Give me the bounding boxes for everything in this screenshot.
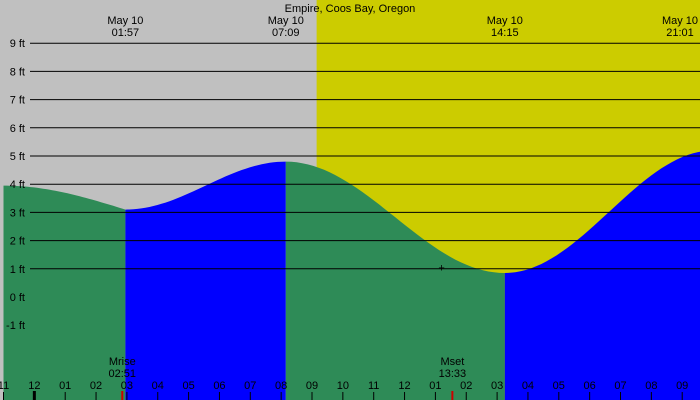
y-tick-label: 7 ft <box>10 95 25 107</box>
midnight-marker <box>32 391 36 400</box>
y-tick-label: 9 ft <box>10 38 25 50</box>
x-tick-label: 07 <box>614 380 626 392</box>
x-tick-label: 09 <box>306 380 318 392</box>
current-time-cross: + <box>438 262 444 274</box>
current-time-marker: + <box>438 262 444 274</box>
moon-event-label: Mset <box>440 356 464 368</box>
x-tick-label: 01 <box>429 380 441 392</box>
extreme-date-label: May 10 <box>268 15 304 27</box>
hour-axis: 11 12 01 02 03 04 05 06 07 08 09 10 11 12 01 02 03 04 05 06… <box>0 380 688 400</box>
x-tick-label: 01 <box>59 380 71 392</box>
x-tick-label: 03 <box>491 380 503 392</box>
rising-tide-segment <box>125 161 286 400</box>
x-tick-label: 02 <box>460 380 472 392</box>
y-tick-label: 0 ft <box>10 292 25 304</box>
y-tick-label: 8 ft <box>10 66 25 78</box>
x-tick-label: 08 <box>275 380 287 392</box>
tide-area-segments <box>3 151 700 400</box>
x-tick-label: 11 <box>368 380 379 392</box>
x-tick-label: 10 <box>337 380 349 392</box>
moon-event-time: 13:33 <box>439 368 467 380</box>
chart-title: Empire, Coos Bay, Oregon <box>285 3 416 15</box>
extreme-date-label: May 10 <box>662 15 698 27</box>
y-tick-label: 1 ft <box>10 264 25 276</box>
x-tick-label: 08 <box>645 380 657 392</box>
extreme-time-label: 21:01 <box>666 27 694 39</box>
height-axis-labels: -1 ft 0 ft 1 ft 2 ft 3 ft 4 ft 5 ft 6 ft 7 ft 8 f… <box>6 38 25 332</box>
falling-tide-segment <box>285 161 505 400</box>
x-tick-label: 12 <box>28 380 40 392</box>
y-tick-label: 6 ft <box>10 123 25 135</box>
x-tick-label: 06 <box>213 380 225 392</box>
moon-event-label: Mrise <box>109 356 136 368</box>
y-tick-label: 5 ft <box>10 151 25 163</box>
y-tick-label: -1 ft <box>6 320 25 332</box>
x-tick-label: 03 <box>121 380 133 392</box>
rising-tide-segment <box>504 151 700 400</box>
extreme-time-label: 14:15 <box>491 27 519 39</box>
x-tick-label: 02 <box>90 380 102 392</box>
x-tick-label: 05 <box>553 380 565 392</box>
x-tick-label: 05 <box>182 380 194 392</box>
x-tick-label: 11 <box>0 380 9 392</box>
x-tick-label: 12 <box>398 380 410 392</box>
x-tick-label: 07 <box>244 380 256 392</box>
moon-event-time: 02:51 <box>109 368 137 380</box>
extreme-time-label: 01:57 <box>112 27 140 39</box>
x-tick-label: 06 <box>584 380 596 392</box>
extreme-date-label: May 10 <box>107 15 143 27</box>
y-tick-label: 3 ft <box>10 207 25 219</box>
x-tick-label: 04 <box>152 380 164 392</box>
y-tick-label: 4 ft <box>10 179 25 191</box>
height-gridlines <box>30 42 700 270</box>
y-tick-label: 2 ft <box>10 236 25 248</box>
falling-tide-segment <box>3 185 126 400</box>
extreme-time-label: 07:09 <box>272 27 300 39</box>
x-tick-label: 09 <box>676 380 688 392</box>
extreme-date-label: May 10 <box>487 15 523 27</box>
x-tick-label: 04 <box>522 380 534 392</box>
